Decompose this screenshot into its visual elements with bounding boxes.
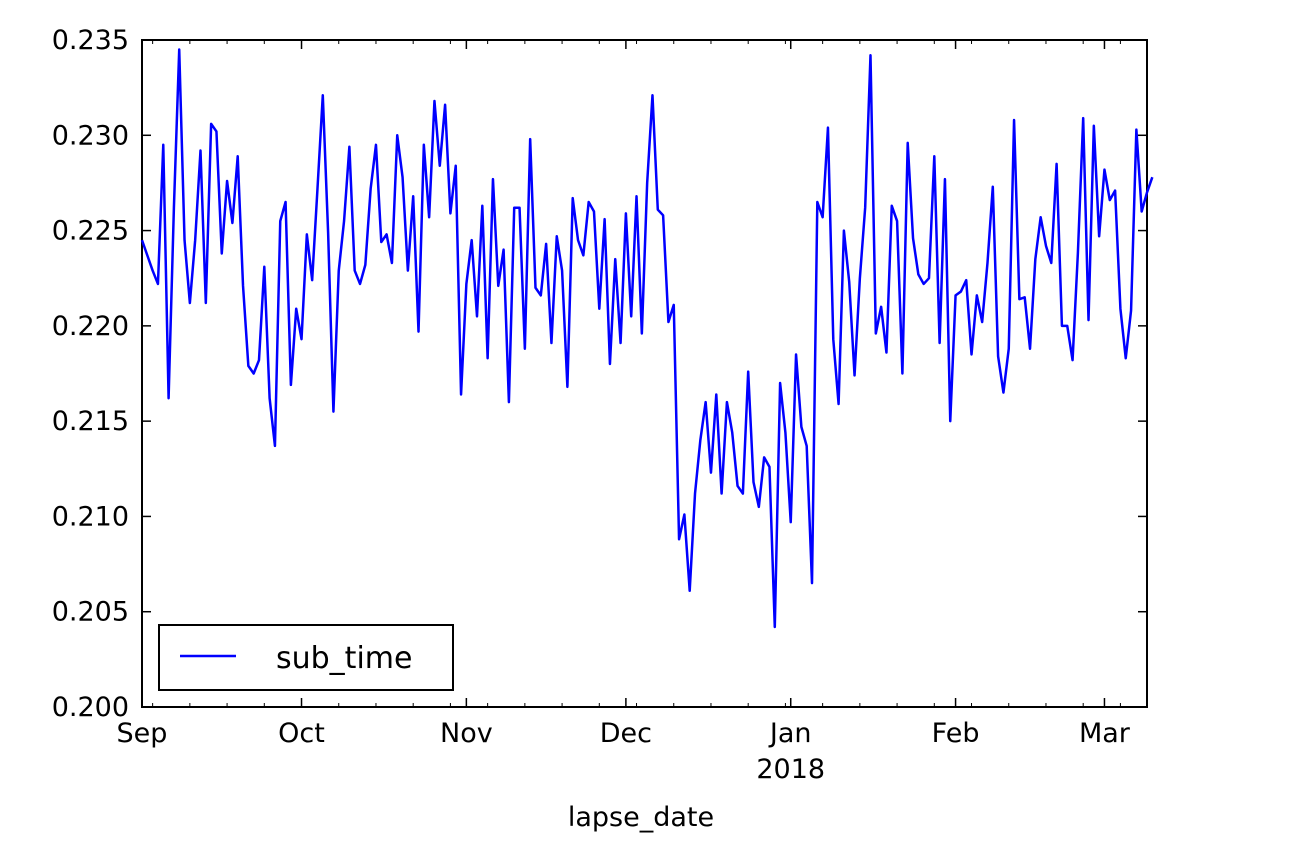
plot-frame [141,39,1148,708]
x-tick-label: Jan [768,718,812,749]
x-tick-label: Mar [1079,718,1131,749]
x-tick-label: Sep [117,718,168,749]
y-tick-label: 0.220 [52,311,129,342]
legend: sub_time [158,624,454,691]
y-tick-label: 0.235 [52,25,129,56]
x-tick-label: Oct [278,718,325,749]
legend-box [158,624,454,691]
series-line-sub_time [140,48,1154,629]
plot-area: 0.200 0.205 0.210 0.215 0.220 0.225 0.230 0.235… [52,25,1154,785]
x-axis-label: lapse_date [568,802,714,833]
y-tick-label: 0.215 [52,406,129,437]
series-layer [140,48,1154,629]
x-tick-label: Dec [600,718,652,749]
y-tick-label: 0.210 [52,501,129,532]
x-year-label: 2018 [756,754,825,785]
x-axis-ticks: Sep Oct Nov Dec Jan Feb Mar 2018 [117,40,1131,785]
y-tick-label: 0.225 [52,216,129,247]
y-tick-label: 0.205 [52,597,129,628]
y-tick-label: 0.200 [52,692,129,723]
x-tick-label: Nov [440,718,493,749]
y-tick-label: 0.230 [52,120,129,151]
y-axis-ticks: 0.200 0.205 0.210 0.215 0.220 0.225 0.230 0.235 [52,25,1147,723]
x-tick-label: Feb [932,718,980,749]
legend-label-sub_time: sub_time [276,641,412,676]
